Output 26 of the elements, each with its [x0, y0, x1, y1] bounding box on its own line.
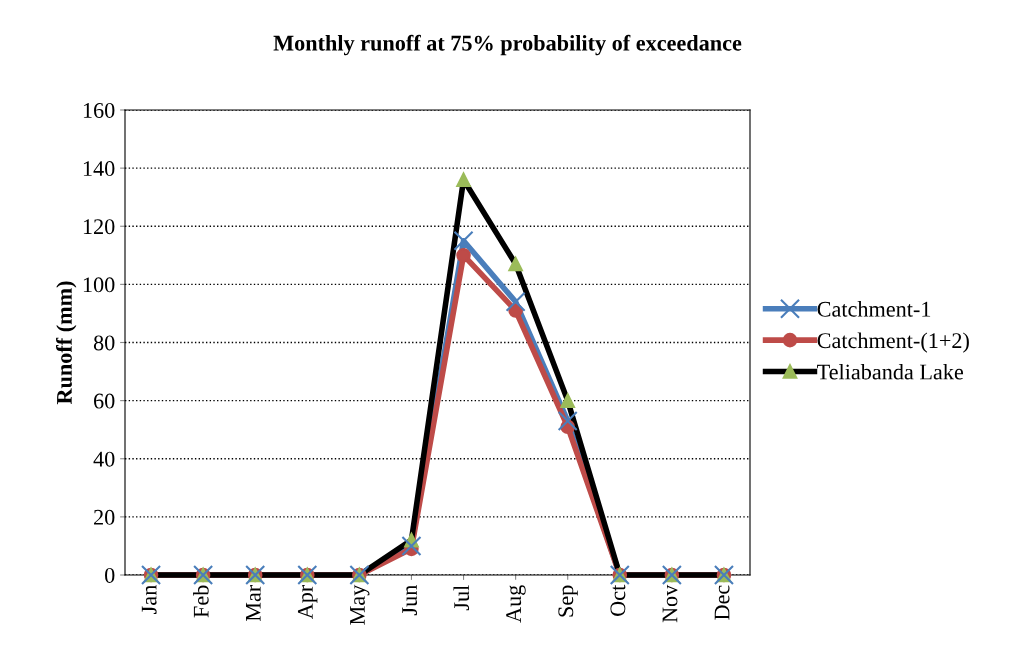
chart-title: Monthly runoff at 75% probability of exceedance	[273, 34, 742, 56]
y-tick-label: 40	[93, 451, 115, 467]
x-tick-label: Aug	[506, 585, 526, 623]
x-tick-label: Oct	[610, 584, 626, 616]
x-tick-label: Dec	[714, 585, 730, 620]
y-axis-title: Runoff (mm)	[56, 281, 77, 405]
x-tick-label: Mar	[246, 584, 261, 622]
y-tick-label: 60	[94, 393, 115, 409]
x-tick-label: Sep	[558, 585, 578, 617]
y-tick-label: 80	[93, 335, 115, 351]
x-tick-label: Jun	[402, 585, 418, 616]
x-tick-label: Jul	[453, 585, 470, 611]
y-tick-label: 20	[94, 509, 115, 525]
y-tick-label: 140	[83, 161, 115, 177]
x-tick-label: May	[350, 584, 370, 625]
y-tick-label: 100	[83, 277, 115, 293]
legend-label: Catchment-(1+2)	[817, 332, 969, 353]
x-tick-label: Nov	[662, 584, 678, 623]
x-tick-label: Apr	[297, 584, 318, 620]
x-tick-label: Feb	[193, 585, 209, 618]
x-tick-label: Jan	[141, 585, 157, 614]
y-tick-label: 0	[105, 567, 115, 583]
y-tick-label: 160	[83, 102, 115, 118]
legend-label: Catchment-1	[817, 301, 931, 317]
y-tick-label: 120	[83, 219, 115, 235]
legend-label: Teliabanda Lake	[817, 363, 964, 380]
